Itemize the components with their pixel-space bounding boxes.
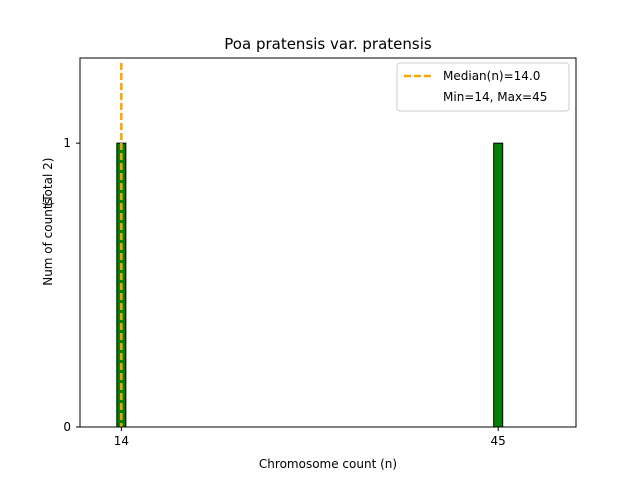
bar (493, 142, 504, 428)
x-tick-label: 45 (491, 434, 506, 448)
x-tick-label: 14 (114, 434, 129, 448)
chart-title: Poa pratensis var. pratensis (224, 35, 432, 53)
ticks-group: 14 45 0 1 (63, 136, 505, 448)
legend: Median(n)=14.0 Min=14, Max=45 (396, 62, 570, 112)
x-axis-label: Chromosome count (n) (259, 457, 397, 471)
plot-frame (79, 57, 577, 428)
y-tick-label: 1 (63, 136, 71, 150)
legend-median-label: Median(n)=14.0 (443, 69, 540, 83)
y-axis-label: Num of counts (41, 198, 55, 286)
legend-box (396, 62, 570, 112)
y-tick-label: 0 (63, 420, 71, 434)
y-axis-total-label: (Total 2) (41, 158, 55, 207)
legend-range-label: Min=14, Max=45 (443, 90, 547, 104)
